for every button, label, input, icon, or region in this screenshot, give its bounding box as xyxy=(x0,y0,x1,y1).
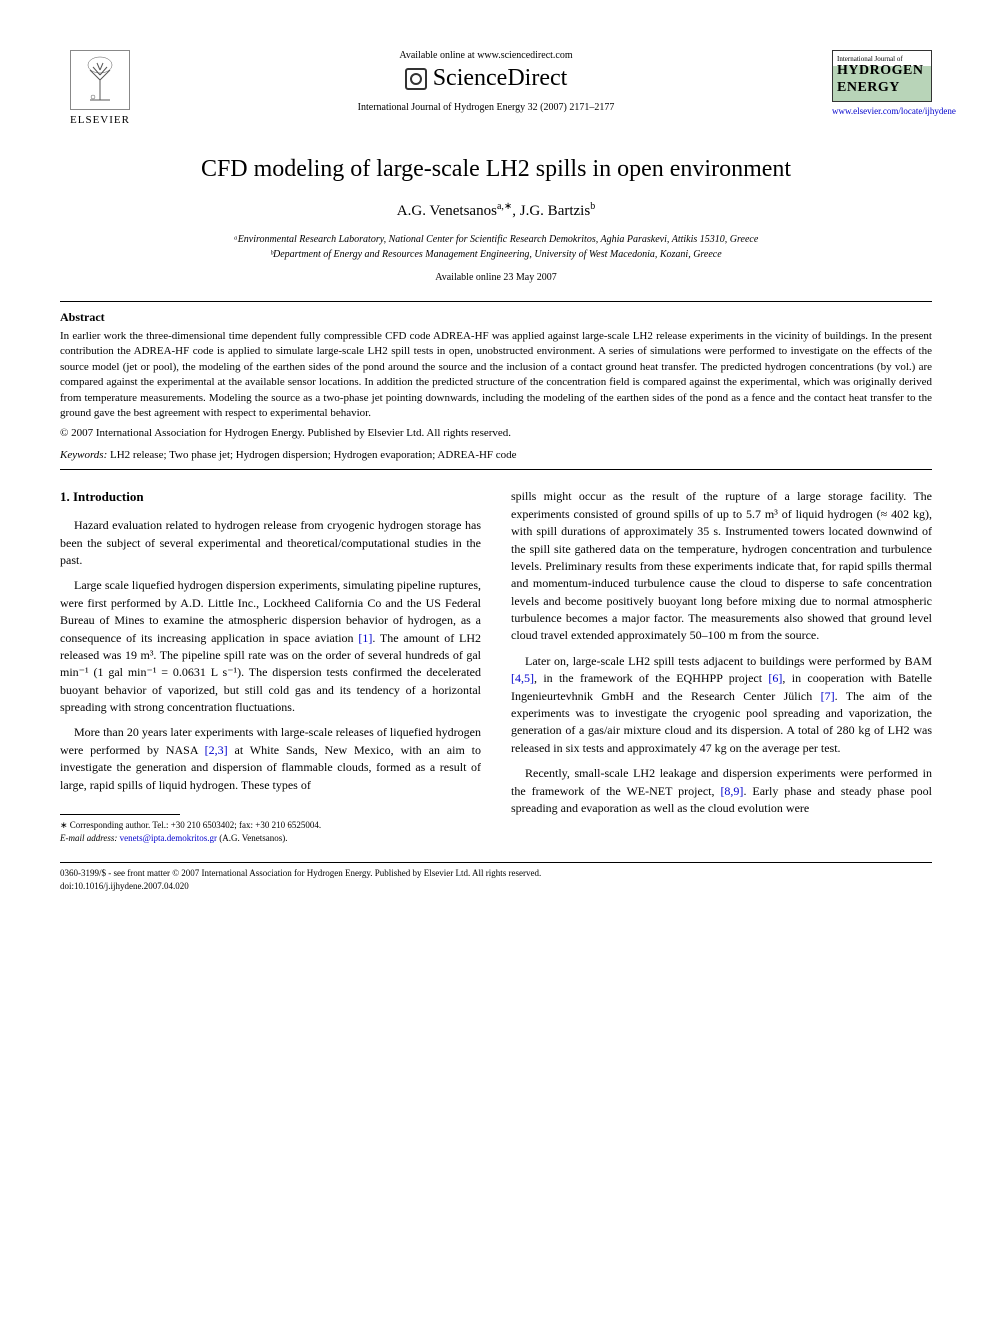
section-1-heading: 1. Introduction xyxy=(60,488,481,507)
author-1: A.G. Venetsanos xyxy=(397,203,497,219)
available-online-text: Available online at www.sciencedirect.co… xyxy=(140,50,832,61)
elsevier-tree-icon xyxy=(70,50,130,110)
author-2: , J.G. Bartzis xyxy=(512,203,590,219)
journal-box-energy: ENERGY xyxy=(837,80,927,97)
abstract-body: In earlier work the three-dimensional ti… xyxy=(60,329,932,421)
keywords: Keywords: LH2 release; Two phase jet; Hy… xyxy=(60,449,932,461)
column-left: 1. Introduction Hazard evaluation relate… xyxy=(60,488,481,844)
journal-box-hydrogen: HYDROGEN xyxy=(837,63,927,80)
para-5b: , in the framework of the EQHHPP project xyxy=(534,671,768,685)
sciencedirect-label: ScienceDirect xyxy=(433,65,568,92)
para-5: Later on, large-scale LH2 spill tests ad… xyxy=(511,653,932,757)
para-1: Hazard evaluation related to hydrogen re… xyxy=(60,517,481,569)
bottom-text: 0360-3199/$ - see front matter © 2007 In… xyxy=(60,867,932,892)
available-date: Available online 23 May 2007 xyxy=(60,272,932,283)
keywords-text: LH2 release; Two phase jet; Hydrogen dis… xyxy=(107,449,516,461)
rule-bottom xyxy=(60,469,932,470)
footnote-email[interactable]: venets@ipta.demokritos.gr xyxy=(120,833,217,843)
journal-box-top: International Journal of xyxy=(837,55,927,63)
cite-7[interactable]: [7] xyxy=(821,689,835,703)
cite-2-3[interactable]: [2,3] xyxy=(205,743,228,757)
article-title: CFD modeling of large-scale LH2 spills i… xyxy=(60,156,932,183)
cite-4-5[interactable]: [4,5] xyxy=(511,671,534,685)
journal-reference: International Journal of Hydrogen Energy… xyxy=(140,102,832,113)
para-5a: Later on, large-scale LH2 spill tests ad… xyxy=(525,654,932,668)
journal-cover-box: International Journal of HYDROGEN ENERGY xyxy=(832,50,932,102)
header: ELSEVIER Available online at www.science… xyxy=(60,50,932,126)
cite-8-9[interactable]: [8,9] xyxy=(720,784,743,798)
authors: A.G. Venetsanosa,∗, J.G. Bartzisb xyxy=(60,201,932,220)
journal-logo: International Journal of HYDROGEN ENERGY… xyxy=(832,50,932,116)
footnote: ∗ Corresponding author. Tel.: +30 210 65… xyxy=(60,819,481,844)
two-column-body: 1. Introduction Hazard evaluation relate… xyxy=(60,488,932,844)
footnote-corresponding: ∗ Corresponding author. Tel.: +30 210 65… xyxy=(60,819,481,832)
bottom-rule xyxy=(60,862,932,863)
footnote-email-line: E-mail address: venets@ipta.demokritos.g… xyxy=(60,832,481,845)
bottom-line-1: 0360-3199/$ - see front matter © 2007 In… xyxy=(60,867,932,880)
para-4: spills might occur as the result of the … xyxy=(511,488,932,645)
sciencedirect-logo: ScienceDirect xyxy=(140,65,832,92)
column-right: spills might occur as the result of the … xyxy=(511,488,932,844)
author-1-sup: a,∗ xyxy=(497,201,512,212)
sciencedirect-icon xyxy=(405,68,427,90)
elsevier-label: ELSEVIER xyxy=(70,114,130,126)
copyright: © 2007 International Association for Hyd… xyxy=(60,427,932,439)
bottom-line-2: doi:10.1016/j.ijhydene.2007.04.020 xyxy=(60,880,932,893)
footnote-email-label: E-mail address: xyxy=(60,833,117,843)
abstract-heading: Abstract xyxy=(60,310,932,325)
header-center: Available online at www.sciencedirect.co… xyxy=(140,50,832,113)
affiliation-b: ᵇDepartment of Energy and Resources Mana… xyxy=(60,247,932,262)
author-2-sup: b xyxy=(590,201,595,212)
affiliations: ᵃEnvironmental Research Laboratory, Nati… xyxy=(60,232,932,262)
journal-link[interactable]: www.elsevier.com/locate/ijhydene xyxy=(832,106,932,116)
rule-top xyxy=(60,301,932,302)
cite-6[interactable]: [6] xyxy=(768,671,782,685)
para-6: Recently, small-scale LH2 leakage and di… xyxy=(511,765,932,817)
footnote-email-tail: (A.G. Venetsanos). xyxy=(217,833,288,843)
para-2: Large scale liquefied hydrogen dispersio… xyxy=(60,577,481,716)
keywords-label: Keywords: xyxy=(60,449,107,461)
cite-1[interactable]: [1] xyxy=(358,631,372,645)
footnote-rule xyxy=(60,814,180,815)
elsevier-logo: ELSEVIER xyxy=(60,50,140,126)
para-3: More than 20 years later experiments wit… xyxy=(60,724,481,794)
affiliation-a: ᵃEnvironmental Research Laboratory, Nati… xyxy=(60,232,932,247)
